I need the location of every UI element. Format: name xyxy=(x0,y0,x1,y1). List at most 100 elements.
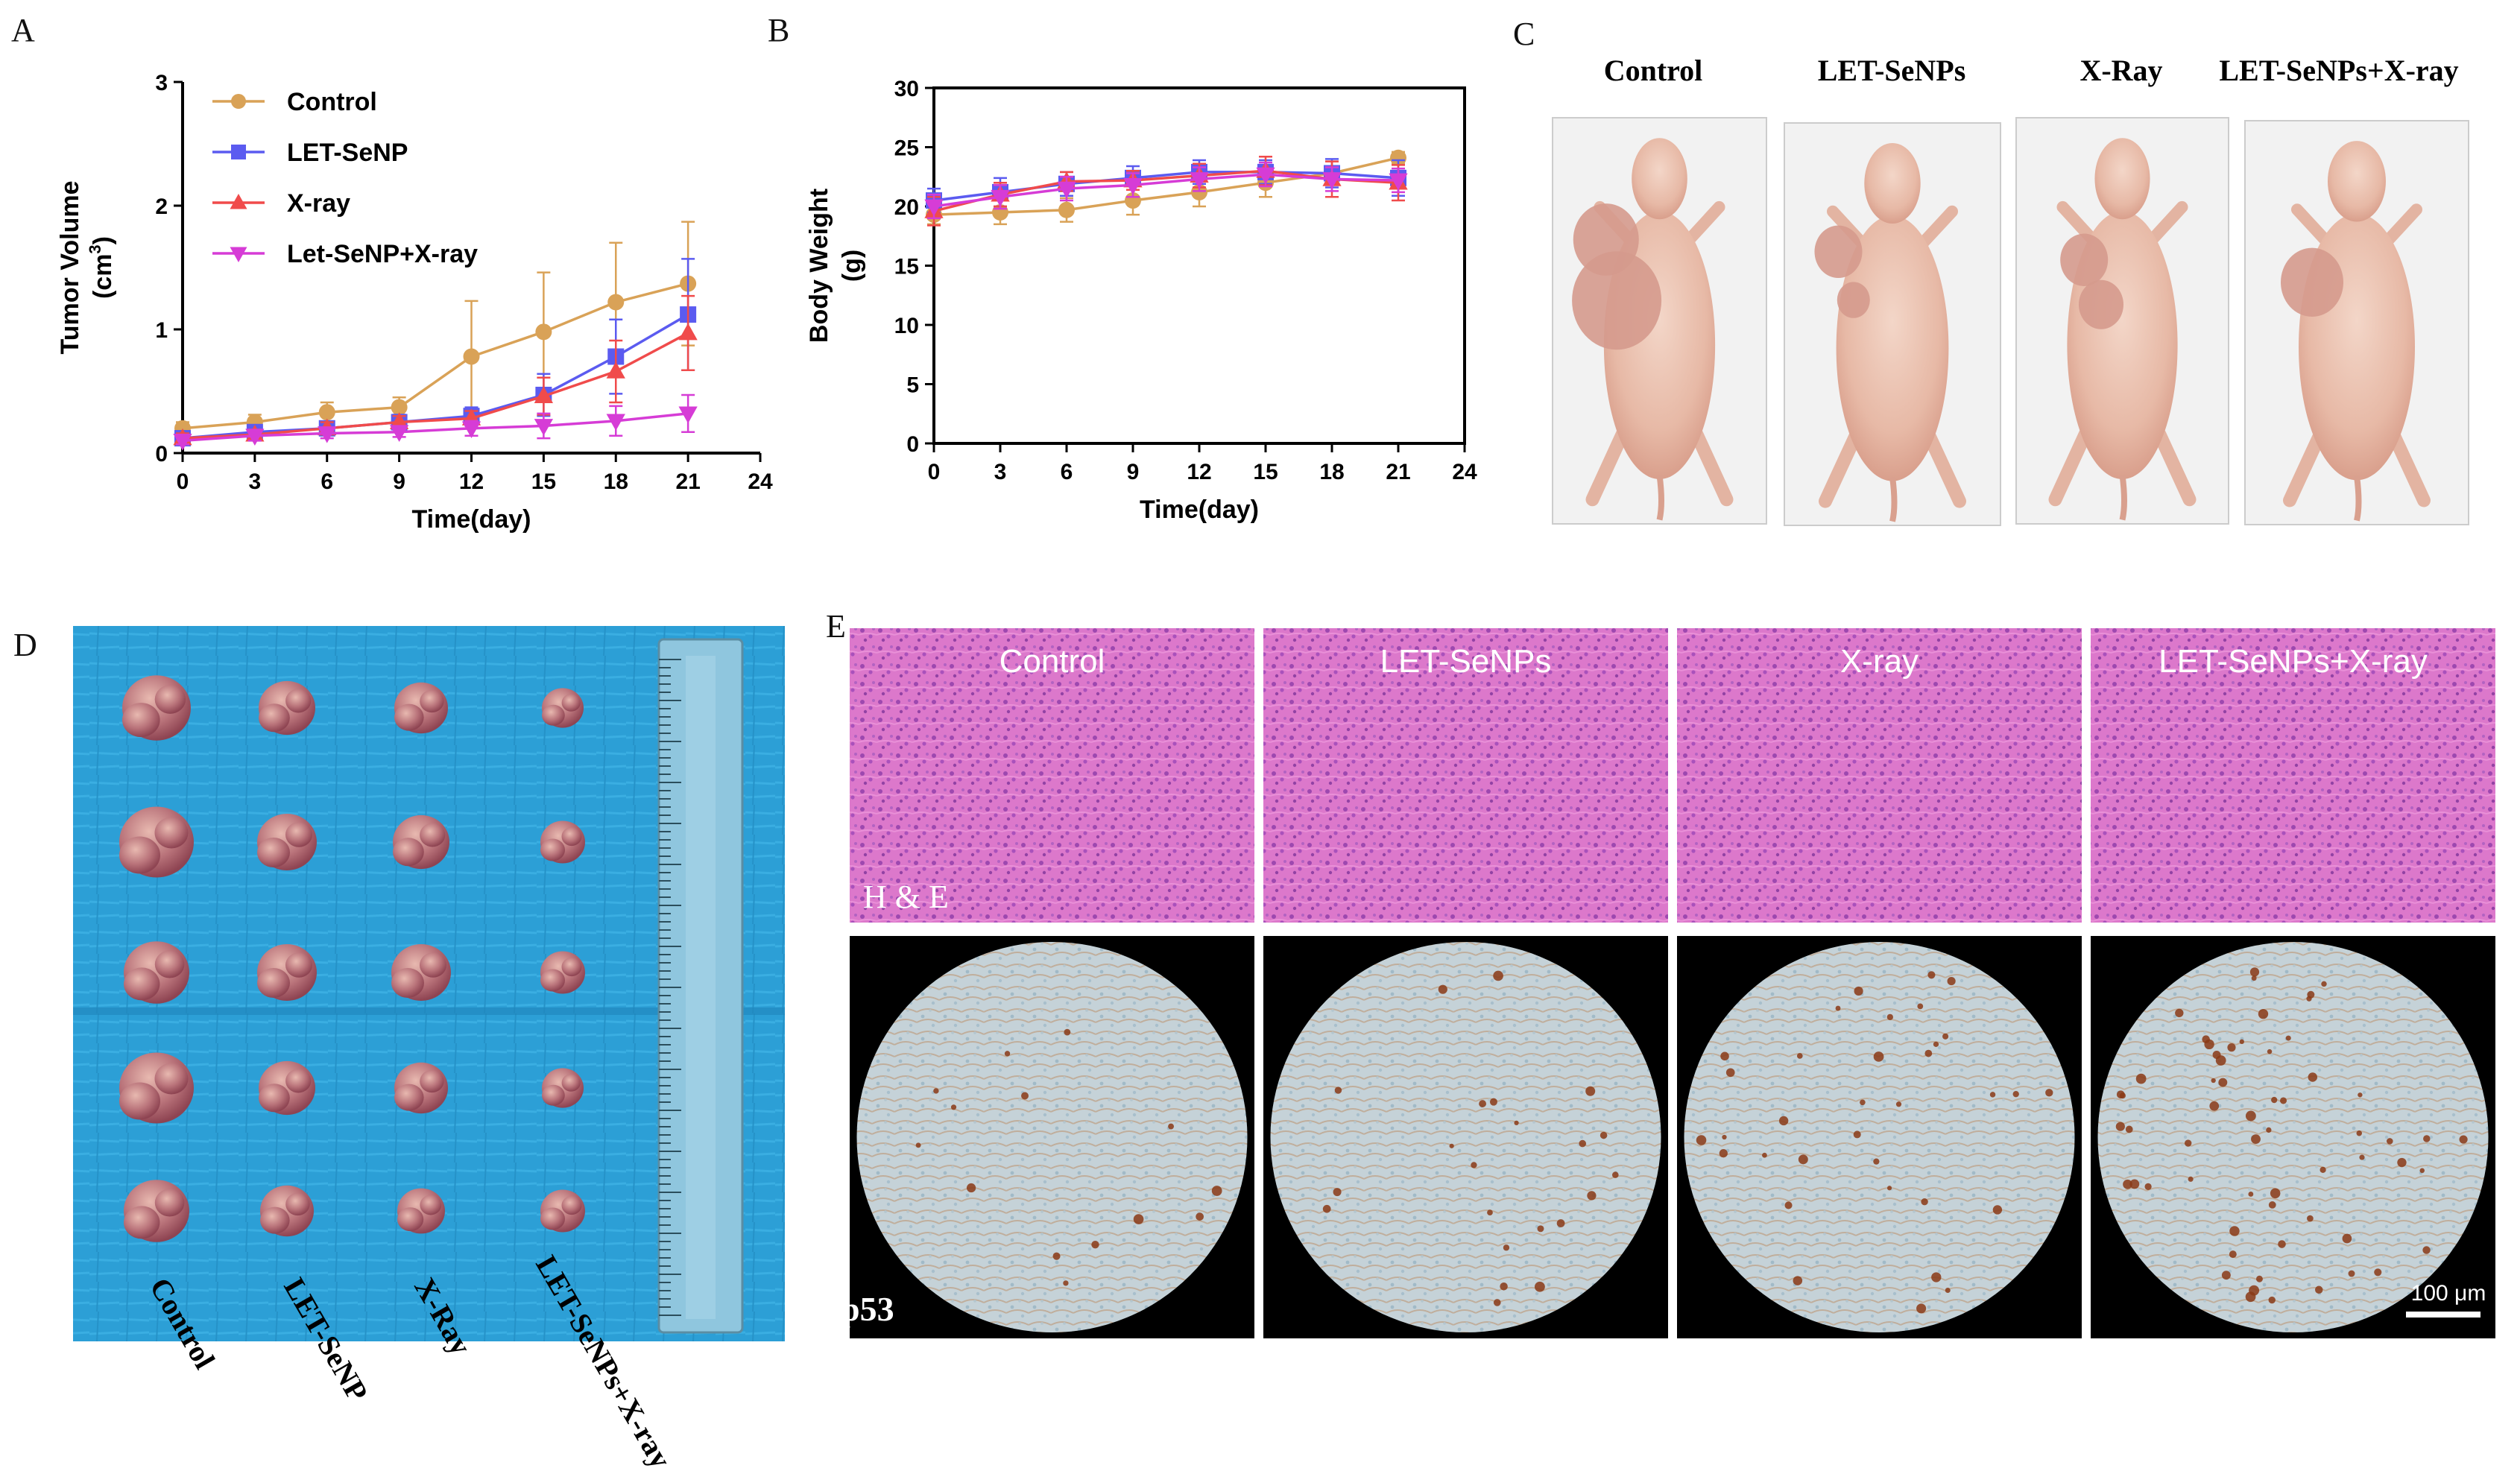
x-tick-label: 3 xyxy=(249,469,262,494)
p53-positive-nucleus xyxy=(1579,1139,1587,1148)
p53-positive-nucleus xyxy=(1835,1005,1841,1011)
ruler-ticks xyxy=(659,659,681,1316)
hind-leg xyxy=(2153,428,2197,507)
x-tick-label: 21 xyxy=(675,469,700,494)
p53-positive-nucleus xyxy=(2397,1157,2407,1168)
tumor-lobe xyxy=(154,950,185,978)
tumor-bump xyxy=(1837,282,1870,318)
p53-positive-nucleus xyxy=(1438,984,1447,994)
p53-positive-nucleus xyxy=(2278,1240,2286,1248)
p53-positive-nucleus xyxy=(1052,1252,1061,1260)
panel-a-letter: A xyxy=(11,12,35,48)
tumor-specimen xyxy=(119,1052,194,1124)
p53-positive-nucleus xyxy=(1211,1186,1222,1196)
p53-positive-nucleus xyxy=(1916,1303,1927,1314)
p53-positive-nucleus xyxy=(1503,1244,1510,1251)
data-point xyxy=(1322,172,1342,189)
hind-leg xyxy=(1923,430,1966,508)
p53-positive-nucleus xyxy=(933,1088,939,1094)
scale-bar-label: 100 μm xyxy=(2411,1281,2486,1306)
p53-positive-nucleus xyxy=(1587,1191,1597,1201)
tumor-bump xyxy=(1572,251,1662,350)
tumor-specimen xyxy=(397,1188,445,1234)
tumor-specimen xyxy=(257,814,317,870)
p53-positive-nucleus xyxy=(915,1142,921,1148)
p53-positive-nucleus xyxy=(2315,1285,2323,1294)
he-tissue xyxy=(1677,628,2082,923)
hind-leg xyxy=(1819,430,1862,508)
tumor-lobe xyxy=(420,823,446,847)
mouse-tail xyxy=(1889,476,1898,522)
p53-positive-nucleus xyxy=(1537,1225,1544,1233)
hind-leg xyxy=(2387,428,2431,507)
tumor-lobe xyxy=(420,1195,442,1215)
tumor-lobe xyxy=(122,703,160,738)
tumor-lobe xyxy=(540,1207,565,1230)
tumor-specimen xyxy=(540,1189,585,1233)
p53-positive-nucleus xyxy=(1886,1013,1894,1021)
p53-stain-label: p53 xyxy=(841,1290,894,1328)
p53-positive-nucleus xyxy=(2321,981,2327,987)
x-tick-label: 6 xyxy=(320,469,333,494)
data-point xyxy=(318,426,337,443)
mouse-label-combo: LET-SeNPs+X-ray xyxy=(2219,54,2458,87)
p53-positive-nucleus xyxy=(2185,1139,2192,1147)
p53-positive-nucleus xyxy=(1004,1051,1011,1057)
tumor-specimen xyxy=(257,944,317,1001)
tumor-lobe xyxy=(154,1063,189,1095)
y-axis-unit: (g) xyxy=(838,250,866,282)
fore-leg xyxy=(2381,203,2422,248)
p53-positive-nucleus xyxy=(2123,1179,2132,1189)
he-tint xyxy=(850,628,1254,923)
he-column-label: X-ray xyxy=(1840,643,1919,680)
tumor-lobe xyxy=(119,836,160,874)
tumor-lobe xyxy=(257,968,290,998)
he-stain-label: H & E xyxy=(863,879,949,915)
p53-positive-nucleus xyxy=(1479,1100,1487,1108)
scale-bar xyxy=(2406,1312,2480,1318)
tumor-bump xyxy=(2079,279,2123,329)
mouse-photo xyxy=(2244,120,2469,525)
data-point xyxy=(391,399,408,416)
tumor-specimen xyxy=(394,682,448,734)
plot-frame xyxy=(932,86,1466,445)
p53-hematoxylin-tint xyxy=(1684,942,2075,1332)
p53-positive-nucleus xyxy=(1064,1028,1071,1036)
p53-positive-nucleus xyxy=(1798,1154,1808,1165)
series-line xyxy=(182,412,689,443)
data-point xyxy=(245,428,265,446)
p53-positive-nucleus xyxy=(2270,1188,2281,1199)
data-point xyxy=(606,414,625,431)
mouse-tail xyxy=(2119,475,2127,521)
he-image: LET-SeNPs+X-ray xyxy=(2091,628,2495,923)
y-axis-label-group: Body Weight (g) xyxy=(805,189,866,343)
x-tick-label: 9 xyxy=(393,469,405,494)
mouse-photo xyxy=(1552,117,1767,525)
p53-hematoxylin-tint xyxy=(2097,942,2489,1332)
p53-positive-nucleus xyxy=(2285,1035,2291,1041)
x-tick-label: 24 xyxy=(748,469,773,494)
p53-positive-nucleus xyxy=(1719,1149,1728,1158)
p53-positive-nucleus xyxy=(2359,1154,2365,1160)
p53-positive-nucleus xyxy=(1762,1152,1767,1158)
tumor-bump xyxy=(2060,233,2109,286)
data-point xyxy=(535,323,552,341)
p53-positive-nucleus xyxy=(1021,1092,1029,1100)
tumor-bump xyxy=(1814,225,1863,278)
p53-positive-nucleus xyxy=(1500,1282,1508,1291)
tumor-lobe xyxy=(285,822,312,847)
p53-positive-nucleus xyxy=(2188,1176,2194,1182)
p53-positive-nucleus xyxy=(1063,1280,1069,1286)
x-tick-label: 24 xyxy=(1452,460,1477,484)
y-tick-label: 10 xyxy=(894,314,919,338)
panel-e-letter: E xyxy=(826,608,846,645)
y-tick-label: 3 xyxy=(155,71,168,95)
p53-positive-nucleus xyxy=(1493,1299,1501,1306)
data-point xyxy=(924,199,944,217)
tumor-lobe xyxy=(394,1084,424,1111)
p53-positive-nucleus xyxy=(1196,1212,1204,1221)
series-line xyxy=(933,173,1399,208)
tumor-lobe xyxy=(124,1206,160,1239)
p53-positive-nucleus xyxy=(2227,1043,2236,1052)
